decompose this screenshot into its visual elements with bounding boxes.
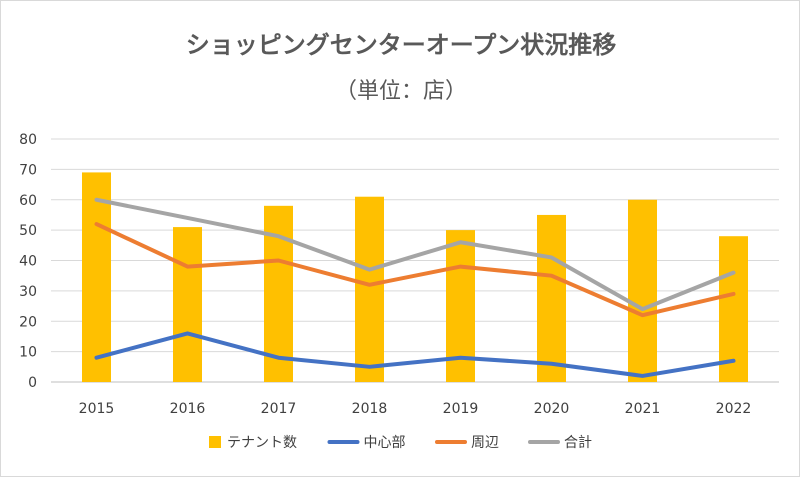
grid-layer <box>51 138 779 383</box>
legend-label: 周辺 <box>471 435 499 451</box>
legend: テナント数 中心部 周辺 合計 <box>209 435 592 451</box>
x-tick-label: 2020 <box>534 401 570 417</box>
line-series-中心部 <box>94 331 736 378</box>
legend-label: 中心部 <box>364 435 406 451</box>
y-tick-label: 30 <box>19 284 37 300</box>
y-tick-label: 60 <box>19 193 37 209</box>
x-tick-label: 2019 <box>443 401 479 417</box>
line-series-周辺 <box>94 222 736 318</box>
x-tick-label: 2016 <box>170 401 206 417</box>
y-tick-label: 50 <box>19 223 37 239</box>
bar-2020 <box>537 214 566 382</box>
y-axis-ticks: 0 10 20 30 40 50 60 70 80 <box>19 132 37 391</box>
y-tick-label: 70 <box>19 162 37 178</box>
bar-2016 <box>173 227 202 382</box>
x-axis-ticks: 2015 2016 2017 2018 2019 2020 2021 2022 <box>79 401 752 417</box>
legend-label: 合計 <box>564 435 592 451</box>
line-series-合計 <box>94 197 736 312</box>
chart-title: ショッピングセンターオープン状況推移 <box>186 31 617 59</box>
bar-2021 <box>628 199 657 382</box>
y-tick-label: 10 <box>19 345 37 361</box>
y-tick-label: 0 <box>28 375 37 391</box>
bar-2015 <box>82 172 111 382</box>
x-tick-label: 2018 <box>352 401 388 417</box>
y-tick-label: 80 <box>19 132 37 148</box>
x-tick-label: 2022 <box>716 401 752 417</box>
x-tick-label: 2017 <box>261 401 297 417</box>
legend-label: テナント数 <box>227 435 297 451</box>
legend-swatch <box>209 436 221 448</box>
line-layer <box>94 197 736 378</box>
y-tick-label: 40 <box>19 254 37 270</box>
x-tick-label: 2015 <box>79 401 115 417</box>
bar-2018 <box>355 196 384 382</box>
chart-subtitle: （単位：店） <box>335 79 467 104</box>
bar-2022 <box>719 236 748 382</box>
x-tick-label: 2021 <box>625 401 661 417</box>
y-tick-label: 20 <box>19 314 37 330</box>
